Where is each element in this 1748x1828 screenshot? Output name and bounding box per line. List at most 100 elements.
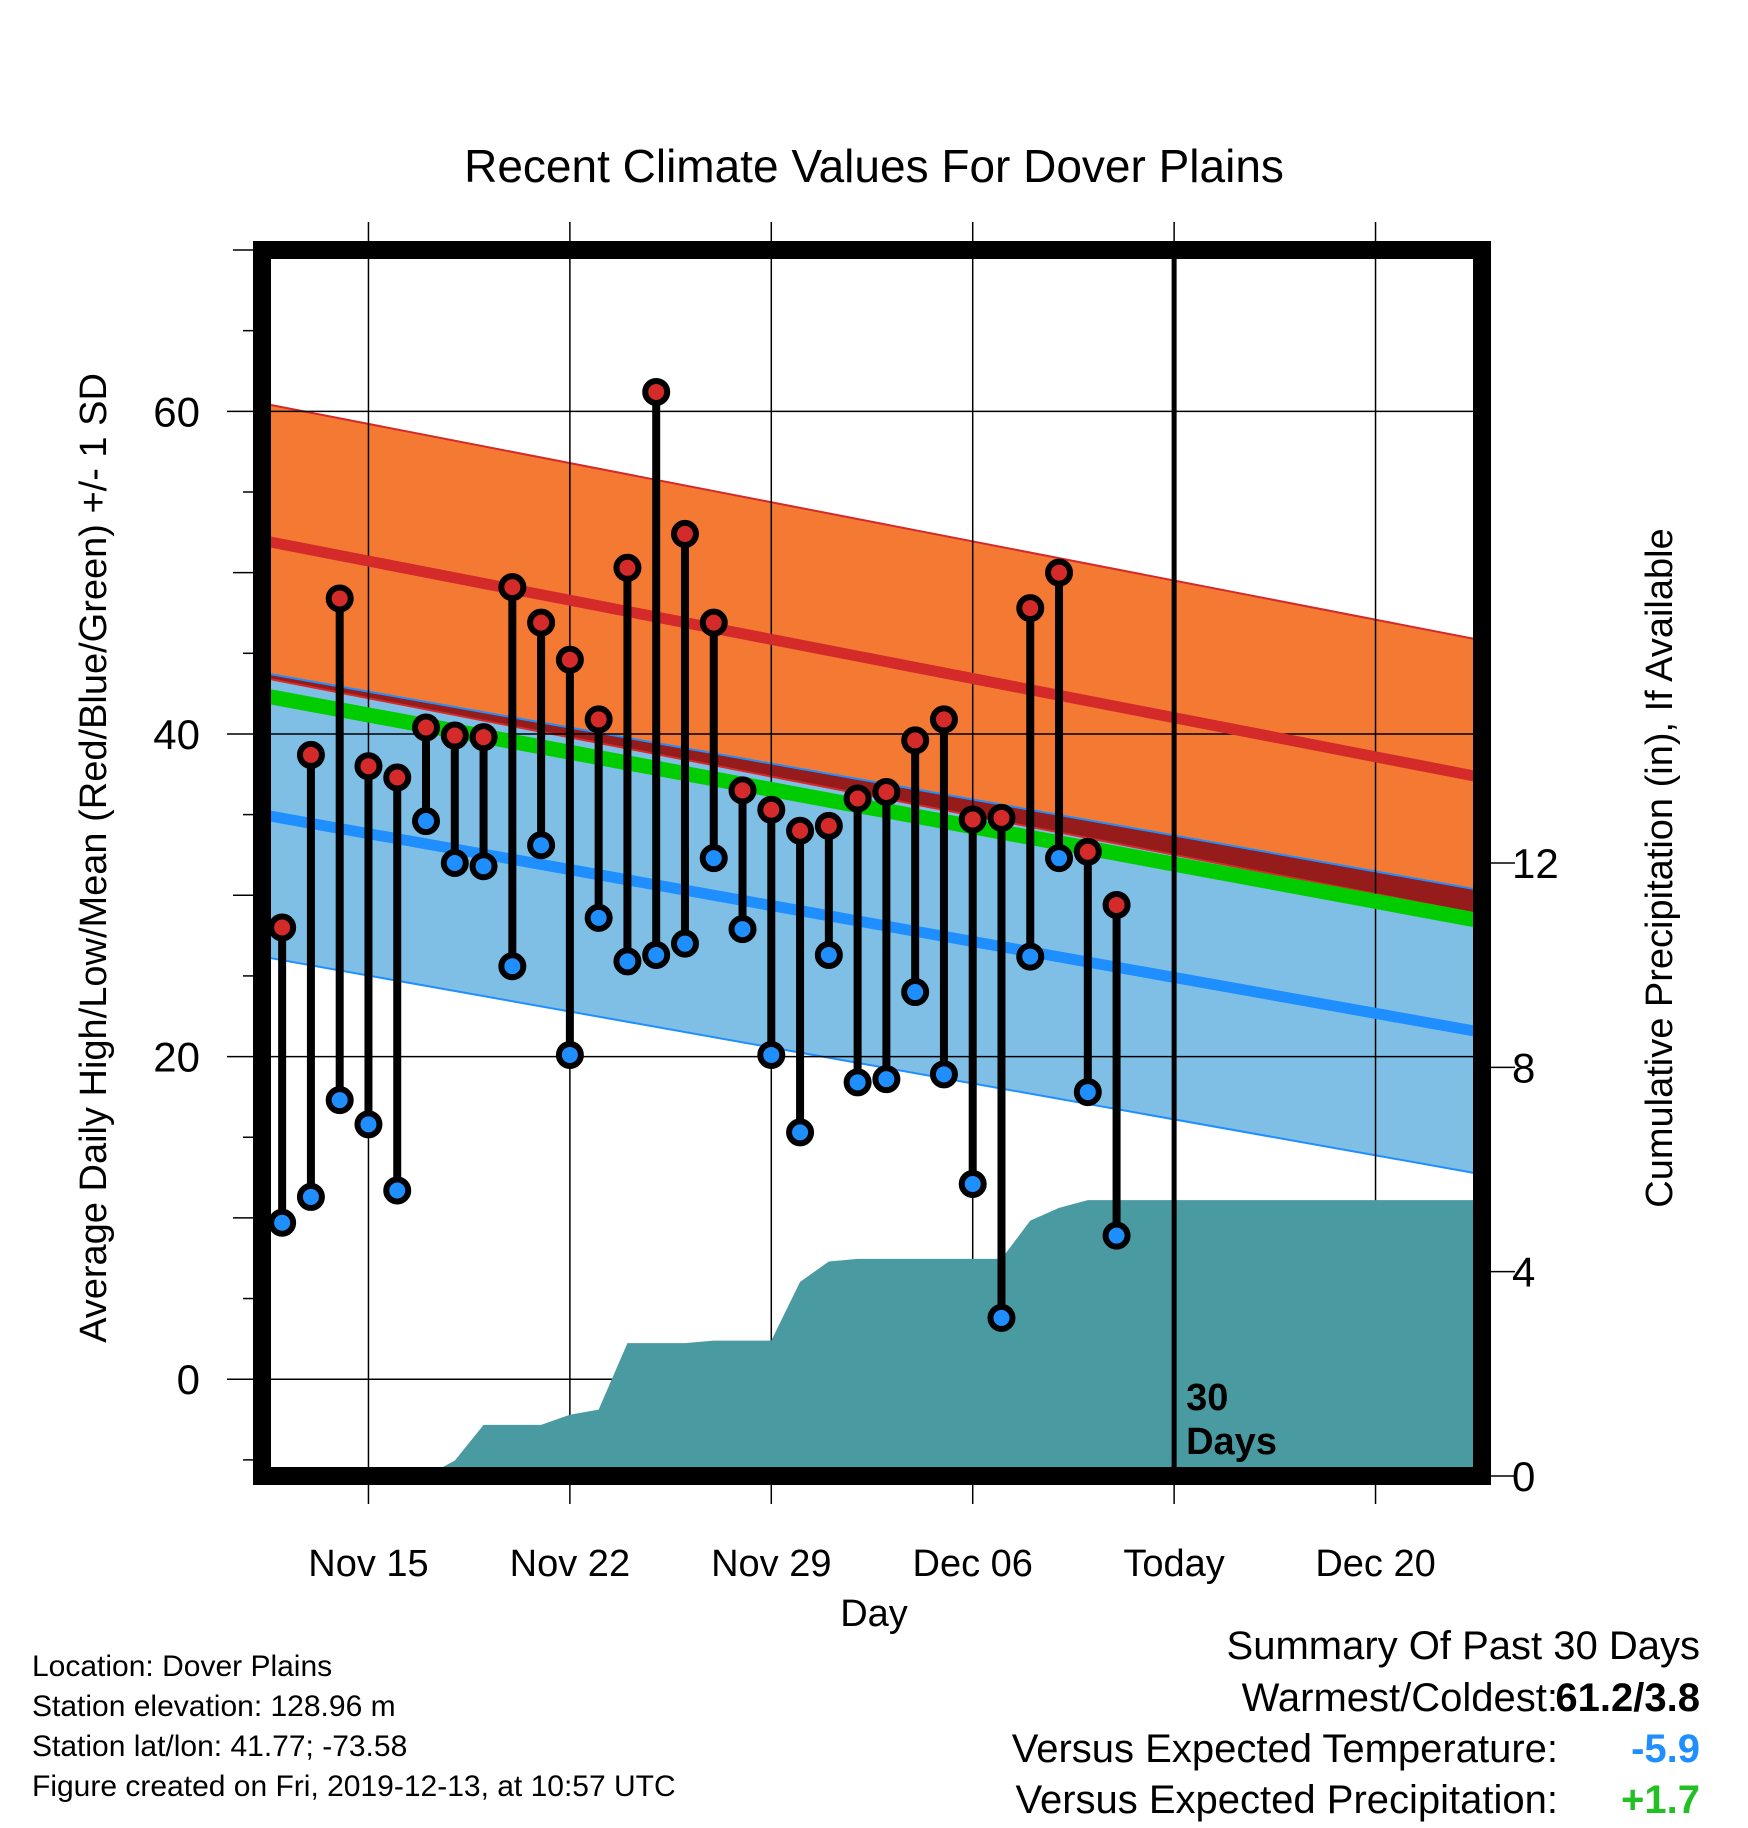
x-tick-label: Dec 06 bbox=[913, 1543, 1033, 1585]
precipitation-area bbox=[282, 1200, 1483, 1476]
daily-low-point bbox=[555, 1040, 584, 1069]
warm-cold-value: 61.2/3.8 bbox=[1555, 1676, 1700, 1720]
plot-frame bbox=[253, 241, 1491, 1485]
figure-created: Figure created on Fri, 2019-12-13, at 10… bbox=[32, 1770, 676, 1803]
daily-low-point bbox=[958, 1170, 987, 1199]
station-latlon: Station lat/lon: 41.77; -73.58 bbox=[32, 1730, 408, 1763]
daily-low-point bbox=[642, 940, 671, 969]
daily-high-point bbox=[1045, 558, 1074, 587]
daily-low-point bbox=[325, 1086, 354, 1115]
daily-low-point bbox=[699, 844, 728, 873]
y-axis-label-right: Cumulative Precipitation (in), If Availa… bbox=[1639, 528, 1681, 1207]
daily-high-point bbox=[383, 763, 412, 792]
daily-high-point bbox=[469, 723, 498, 752]
daily-high-point bbox=[843, 784, 872, 813]
y-tick-label-right: 8 bbox=[1512, 1044, 1535, 1091]
daily-high-point bbox=[1102, 890, 1131, 919]
daily-high-point bbox=[757, 795, 786, 824]
daily-low-point bbox=[728, 915, 757, 944]
daily-low-point bbox=[670, 929, 699, 958]
y-tick-label-left: 40 bbox=[153, 711, 200, 758]
x-tick-label: Nov 29 bbox=[711, 1543, 831, 1585]
x-tick-label: Nov 22 bbox=[510, 1543, 630, 1585]
daily-high-point bbox=[584, 705, 613, 734]
axes: 0 20 40 60 0 4 8 12 Nov 15 Nov 22 Nov 29 Dec 06 Toda… bbox=[153, 222, 1559, 1585]
normal-high-line bbox=[260, 534, 1484, 783]
daily-high-point bbox=[929, 705, 958, 734]
y-axis-label-left: Average Daily High/Low/Mean (Red/Blue/Gr… bbox=[73, 373, 115, 1343]
station-elevation: Station elevation: 128.96 m bbox=[32, 1690, 396, 1723]
today-days-label: 30 bbox=[1186, 1377, 1228, 1419]
x-tick-label: Today bbox=[1123, 1543, 1224, 1585]
y-tick-label-right: 12 bbox=[1512, 840, 1559, 887]
daily-high-point bbox=[498, 573, 527, 602]
daily-low-point bbox=[440, 849, 469, 877]
daily-low-point bbox=[613, 947, 642, 976]
daily-low-point bbox=[1016, 942, 1045, 971]
station-location: Location: Dover Plains bbox=[32, 1650, 333, 1683]
daily-low-point bbox=[268, 1208, 297, 1237]
daily-low-point bbox=[987, 1303, 1016, 1332]
y-tick-label-right: 4 bbox=[1512, 1249, 1535, 1296]
daily-high-point bbox=[670, 519, 699, 548]
y-tick-label-right: 0 bbox=[1512, 1453, 1535, 1500]
low-band-lower-edge bbox=[261, 955, 1483, 1176]
daily-low-point bbox=[383, 1176, 412, 1205]
daily-low-point bbox=[901, 978, 930, 1007]
today-days-label: Days bbox=[1186, 1421, 1277, 1463]
daily-low-point bbox=[354, 1110, 383, 1139]
daily-low-point bbox=[843, 1068, 872, 1097]
chart-title: Recent Climate Values For Dover Plains bbox=[464, 140, 1284, 192]
daily-high-point bbox=[527, 608, 556, 637]
daily-high-point bbox=[296, 740, 325, 769]
daily-low-point bbox=[786, 1118, 815, 1147]
daily-low-point bbox=[469, 852, 498, 881]
high-band-upper-edge bbox=[261, 402, 1483, 642]
x-tick-label: Nov 15 bbox=[308, 1543, 428, 1585]
precip-vs-expected-value: +1.7 bbox=[1621, 1778, 1700, 1822]
daily-high-point bbox=[412, 713, 441, 742]
daily-low-point bbox=[814, 940, 843, 969]
daily-low-point bbox=[1045, 844, 1074, 873]
daily-low-point bbox=[498, 952, 527, 981]
daily-low-point bbox=[872, 1065, 901, 1094]
daily-high-point bbox=[872, 778, 901, 807]
daily-high-point bbox=[555, 645, 584, 674]
x-tick-label: Dec 20 bbox=[1315, 1543, 1435, 1585]
daily-low-point bbox=[1102, 1221, 1131, 1250]
daily-high-point bbox=[1073, 837, 1102, 866]
daily-low-point bbox=[584, 903, 613, 932]
x-axis-label: Day bbox=[840, 1593, 908, 1635]
precip-vs-expected-label: Versus Expected Precipitation: bbox=[1015, 1778, 1558, 1822]
daily-high-point bbox=[987, 803, 1016, 832]
daily-high-point bbox=[699, 608, 728, 637]
daily-high-point bbox=[325, 584, 354, 613]
daily-high-point bbox=[354, 752, 383, 781]
daily-high-point bbox=[786, 816, 815, 845]
y-tick-label-left: 60 bbox=[153, 388, 200, 435]
y-tick-label-left: 20 bbox=[153, 1034, 200, 1081]
temp-vs-expected-label: Versus Expected Temperature: bbox=[1011, 1727, 1558, 1771]
daily-low-point bbox=[929, 1060, 958, 1089]
daily-low-point bbox=[757, 1040, 786, 1069]
station-info: Location: Dover Plains Station elevation… bbox=[32, 1650, 676, 1804]
daily-high-point bbox=[814, 811, 843, 840]
low-band-upper-edge bbox=[261, 671, 1483, 892]
temp-vs-expected-value: -5.9 bbox=[1631, 1727, 1700, 1771]
y-tick-label-left: 0 bbox=[177, 1356, 200, 1403]
daily-high-point bbox=[440, 721, 469, 750]
daily-high-point bbox=[901, 726, 930, 755]
summary-title: Summary Of Past 30 Days bbox=[1226, 1624, 1700, 1668]
daily-high-point bbox=[642, 377, 671, 406]
high-band-lower-edge bbox=[261, 676, 1483, 916]
warm-cold-label: Warmest/Coldest: bbox=[1241, 1676, 1558, 1720]
daily-high-point bbox=[1016, 594, 1045, 623]
daily-low-point bbox=[1073, 1078, 1102, 1107]
daily-low-point bbox=[527, 831, 556, 860]
daily-high-point bbox=[613, 553, 642, 582]
daily-high-point bbox=[728, 776, 757, 805]
daily-low-point bbox=[412, 807, 441, 836]
daily-low-point bbox=[296, 1182, 325, 1211]
